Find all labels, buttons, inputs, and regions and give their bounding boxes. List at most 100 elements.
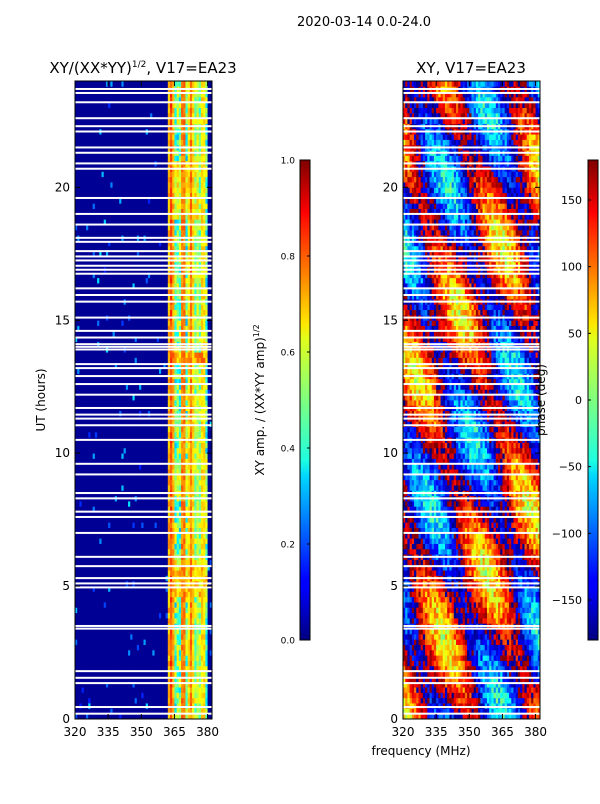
amplitude-cell	[136, 522, 140, 528]
amplitude-cell	[145, 538, 149, 544]
amplitude-cell	[152, 389, 155, 396]
amplitude-cell	[83, 320, 87, 326]
amplitude-cell	[134, 479, 138, 486]
amplitude-cell	[163, 182, 166, 188]
amplitude-cell	[110, 352, 113, 358]
amplitude-cell	[139, 431, 142, 438]
amplitude-cell	[150, 139, 153, 146]
amplitude-cell	[105, 187, 109, 194]
amplitude-cell	[128, 309, 131, 316]
amplitude-cell	[114, 208, 118, 215]
amplitude-cell	[139, 708, 142, 715]
amplitude-cell	[90, 564, 94, 571]
amplitude-cell	[154, 102, 158, 108]
amplitude-cell	[90, 548, 94, 555]
amplitude-cell	[92, 522, 96, 528]
amplitude-cell	[99, 586, 102, 592]
amplitude-cell	[110, 389, 113, 396]
amplitude-cell	[154, 474, 158, 481]
amplitude-cell	[156, 602, 160, 608]
amplitude-cell	[130, 442, 133, 449]
amplitude-cell	[152, 112, 155, 119]
amplitude-cell	[103, 548, 107, 555]
amplitude-cell	[136, 671, 140, 677]
amplitude-cell	[94, 256, 98, 263]
amplitude-cell	[116, 91, 120, 98]
amplitude-cell	[147, 118, 151, 124]
amplitude-cell	[161, 681, 164, 688]
amplitude-cell	[141, 251, 144, 257]
amplitude-cell	[143, 458, 147, 465]
amplitude-cell	[79, 219, 83, 225]
amplitude-cell	[134, 474, 138, 481]
amplitude-cell	[97, 559, 100, 566]
amplitude-cell	[94, 384, 98, 390]
amplitude-cell	[163, 665, 166, 672]
amplitude-cell	[154, 644, 158, 651]
amplitude-cell	[125, 330, 129, 337]
amplitude-cell	[77, 665, 80, 672]
amplitude-cell	[145, 602, 149, 608]
amplitude-cell	[154, 501, 158, 507]
amplitude-cell	[75, 112, 78, 119]
amplitude-cell	[116, 506, 120, 513]
amplitude-cell	[158, 102, 162, 108]
amplitude-cell	[94, 426, 98, 433]
amplitude-cell	[97, 447, 100, 454]
amplitude-cell	[108, 612, 111, 619]
amplitude-cell	[152, 384, 155, 390]
amplitude-cell	[154, 155, 158, 162]
amplitude-cell	[130, 410, 133, 417]
amplitude-cell	[94, 139, 98, 146]
amplitude-cell	[121, 463, 125, 470]
amplitude-cell	[119, 501, 122, 507]
amplitude-cell	[163, 463, 166, 470]
amplitude-cell	[141, 357, 144, 364]
amplitude-cell	[132, 410, 136, 417]
amplitude-cell	[125, 91, 129, 98]
amplitude-cell	[90, 213, 94, 220]
amplitude-cell	[116, 708, 120, 715]
amplitude-cell	[83, 378, 87, 385]
amplitude-cell	[156, 102, 160, 108]
amplitude-cell	[141, 548, 144, 555]
amplitude-cell	[83, 325, 87, 332]
amplitude-cell	[147, 288, 151, 295]
amplitude-cell	[156, 192, 160, 199]
amplitude-cell	[125, 219, 129, 225]
amplitude-cell	[132, 511, 136, 518]
amplitude-cell	[121, 538, 125, 544]
amplitude-cell	[147, 421, 151, 427]
amplitude-cell	[88, 633, 91, 640]
amplitude-cell	[90, 304, 94, 311]
amplitude-cell	[81, 527, 85, 534]
amplitude-cell	[163, 676, 166, 683]
amplitude-cell	[83, 543, 87, 550]
amplitude-cell	[152, 336, 155, 342]
amplitude-cell	[97, 469, 100, 475]
amplitude-cell	[116, 665, 120, 672]
amplitude-cell	[143, 400, 147, 406]
amplitude-cell	[163, 277, 166, 284]
amplitude-cell	[130, 644, 133, 651]
amplitude-cell	[132, 330, 136, 337]
amplitude-cell	[108, 81, 111, 87]
amplitude-cell	[139, 256, 142, 263]
amplitude-cell	[136, 469, 140, 475]
amplitude-cell	[152, 660, 155, 667]
amplitude-cell	[90, 155, 94, 162]
amplitude-cell	[147, 628, 151, 635]
amplitude-cell	[77, 697, 80, 704]
amplitude-cell	[75, 192, 78, 199]
amplitude-cell	[90, 400, 94, 406]
amplitude-cell	[141, 442, 144, 449]
amplitude-cell	[77, 644, 80, 651]
amplitude-cell	[90, 687, 94, 693]
amplitude-cell	[147, 516, 151, 523]
amplitude-cell	[92, 325, 96, 332]
amplitude-cell	[114, 81, 118, 87]
amplitude-cell	[130, 612, 133, 619]
amplitude-cell	[132, 107, 136, 114]
amplitude-cell	[86, 453, 89, 459]
amplitude-cell	[145, 320, 149, 326]
